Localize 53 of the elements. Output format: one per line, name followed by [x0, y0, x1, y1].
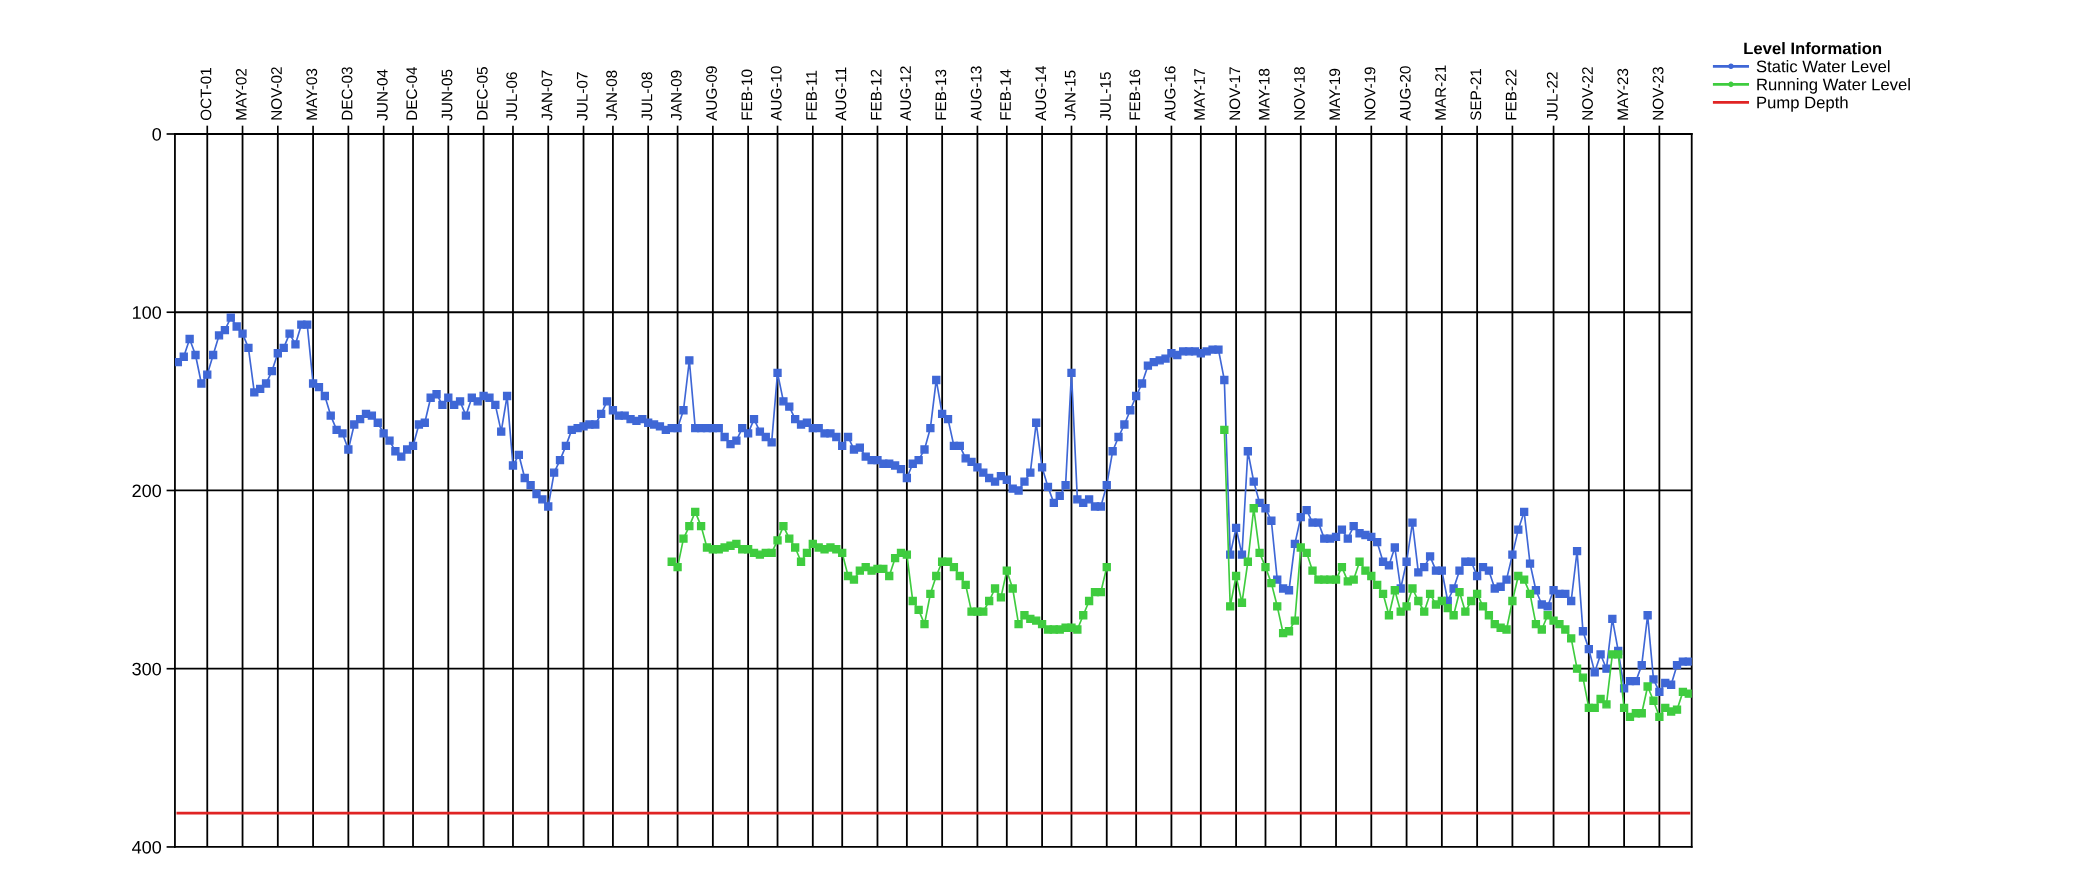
- x-tick-label: MAY-02: [235, 68, 247, 120]
- x-tick-label: JUN-05: [441, 69, 453, 121]
- x-tick-label: NOV-19: [1364, 67, 1376, 120]
- legend-title: Level Information: [1744, 42, 1882, 55]
- x-tick-label: FEB-22: [1505, 69, 1517, 120]
- x-tick-label: FEB-11: [806, 70, 817, 120]
- x-tick-label: NOV-18: [1294, 67, 1305, 120]
- x-tick-label: DEC-04: [406, 66, 418, 120]
- x-tick-label: FEB-13: [935, 69, 947, 120]
- x-tick-label: AUG-13: [970, 66, 982, 121]
- x-tick-label: JUL-22: [1546, 72, 1558, 121]
- x-tick-label: FEB-10: [741, 69, 753, 120]
- x-tick-label: JUL-07: [576, 72, 588, 121]
- x-tick-label: JUN-04: [376, 69, 388, 121]
- x-tick-label: AUG-16: [1164, 66, 1176, 121]
- x-tick-label: MAR-21: [1435, 65, 1446, 120]
- x-tick-label: AUG-14: [1035, 66, 1047, 121]
- x-tick-label: NOV-22: [1582, 67, 1593, 120]
- x-tick-label: JUL-15: [1100, 72, 1111, 121]
- x-tick-label: MAY-17: [1194, 68, 1205, 120]
- x-tick-label: DEC-05: [476, 67, 488, 120]
- y-tick-label: 100: [132, 306, 162, 319]
- x-tick-label: NOV-23: [1652, 67, 1664, 120]
- x-tick-label: MAY-19: [1329, 68, 1341, 120]
- x-tick-label: AUG-20: [1399, 66, 1411, 121]
- x-tick-label: FEB-12: [870, 69, 882, 120]
- x-tick-label: SEP-21: [1470, 68, 1482, 121]
- x-tick-label: AUG-12: [900, 66, 911, 121]
- x-tick-label: JAN-08: [606, 70, 618, 121]
- x-tick-label: OCT-01: [200, 68, 212, 121]
- x-tick-label: JUL-06: [506, 72, 518, 121]
- x-tick-label: JAN-15: [1064, 70, 1076, 121]
- y-tick-label: 400: [132, 840, 162, 854]
- x-tick-label: JAN-07: [541, 70, 553, 121]
- legend-label: Pump Depth: [1757, 96, 1848, 112]
- x-tick-label: MAY-18: [1258, 68, 1270, 120]
- x-tick-label: AUG-11: [835, 67, 847, 121]
- x-tick-label: JAN-09: [670, 70, 682, 121]
- y-tick-label: 0: [152, 127, 162, 141]
- x-tick-label: JUL-08: [641, 72, 653, 121]
- x-tick-label: AUG-09: [706, 66, 717, 121]
- x-tick-label: FEB-16: [1129, 69, 1141, 120]
- x-tick-label: FEB-14: [1000, 69, 1011, 120]
- y-tick-label: 300: [132, 662, 162, 676]
- x-tick-label: MAY-23: [1617, 68, 1629, 120]
- y-tick-label: 200: [132, 484, 162, 498]
- x-tick-label: AUG-10: [770, 66, 782, 121]
- x-tick-label: MAY-03: [306, 68, 318, 120]
- x-tick-label: NOV-02: [271, 67, 282, 120]
- x-tick-label: DEC-03: [341, 67, 353, 120]
- legend-label: Running Water Level: [1757, 78, 1910, 94]
- legend-label: Static Water Level: [1756, 60, 1890, 73]
- x-tick-label: NOV-17: [1229, 67, 1241, 120]
